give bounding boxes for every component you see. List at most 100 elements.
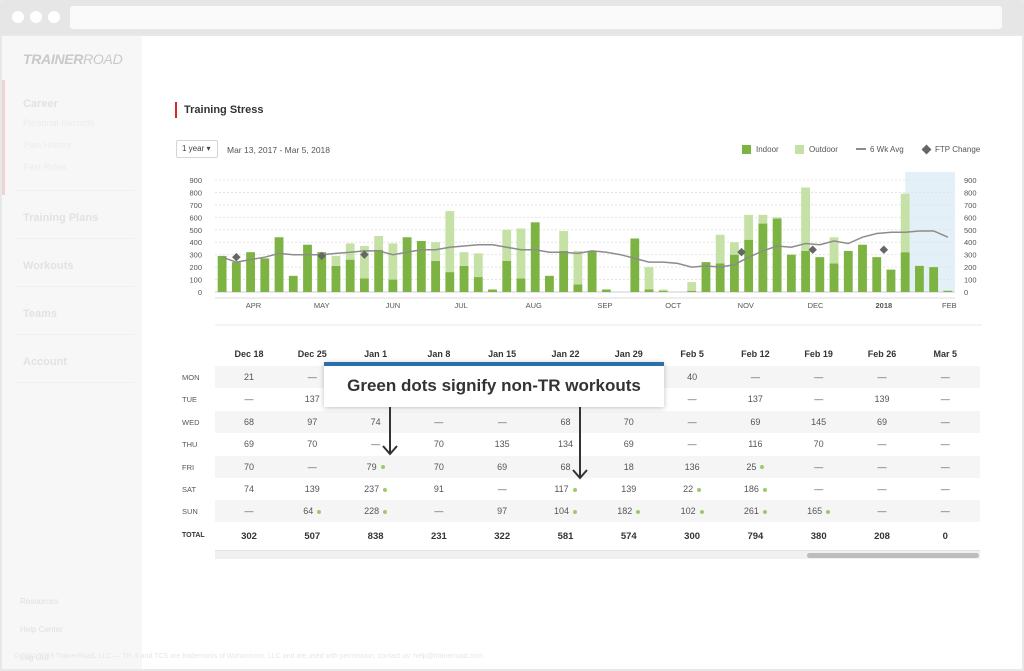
ftp-change-marker[interactable] — [317, 251, 326, 261]
table-cell[interactable]: 74 — [346, 417, 406, 427]
table-cell[interactable]: — — [725, 372, 785, 382]
table-cell[interactable]: — — [852, 506, 912, 516]
table-cell[interactable]: 134 — [536, 439, 596, 449]
table-cell[interactable]: — — [409, 417, 469, 427]
sidebar-footer-link-1[interactable]: Help Center — [20, 625, 63, 634]
sidebar-section-0[interactable]: Career — [23, 98, 58, 110]
table-cell[interactable]: — — [915, 462, 975, 472]
bar-indoor[interactable] — [801, 250, 810, 292]
bar-indoor[interactable] — [459, 265, 469, 292]
table-cell[interactable]: — — [789, 484, 849, 494]
bar-outdoor[interactable] — [516, 228, 526, 279]
table-cell[interactable]: 64 — [282, 506, 342, 516]
table-cell[interactable]: 70 — [409, 439, 469, 449]
bar-indoor[interactable] — [943, 290, 953, 292]
bar-indoor[interactable] — [260, 258, 270, 292]
bar-outdoor[interactable] — [459, 252, 469, 266]
bar-outdoor[interactable] — [715, 234, 725, 264]
scrollbar-thumb[interactable] — [807, 553, 979, 558]
table-cell[interactable]: 137 — [282, 394, 342, 404]
legend-6wk-avg[interactable]: 6 Wk Avg — [856, 143, 904, 155]
table-cell[interactable]: 574 — [599, 531, 659, 542]
table-cell[interactable]: 70 — [409, 462, 469, 472]
bar-outdoor[interactable] — [502, 229, 512, 261]
table-cell[interactable]: 25 — [725, 462, 785, 472]
sidebar-item-0-1[interactable]: Plan History — [23, 140, 72, 150]
bar-indoor[interactable] — [772, 218, 782, 292]
table-cell[interactable]: 102 — [662, 506, 722, 516]
table-cell[interactable]: 322 — [472, 531, 532, 542]
bar-outdoor[interactable] — [758, 214, 768, 224]
bar-indoor[interactable] — [416, 240, 426, 292]
bar-indoor[interactable] — [701, 262, 711, 292]
table-cell[interactable]: — — [662, 439, 722, 449]
bar-indoor[interactable] — [843, 250, 853, 292]
table-cell[interactable]: 794 — [725, 531, 785, 542]
bar-indoor[interactable] — [246, 252, 255, 292]
table-cell[interactable]: 22 — [662, 484, 722, 494]
bar-indoor[interactable] — [758, 223, 768, 292]
bar-indoor[interactable] — [516, 278, 526, 292]
sidebar-section-3[interactable]: Teams — [23, 308, 58, 320]
legend-ftp-change[interactable]: FTP Change — [921, 143, 980, 155]
bar-indoor[interactable] — [331, 265, 341, 292]
table-cell[interactable]: 838 — [346, 531, 406, 542]
table-cell[interactable]: 70 — [282, 439, 342, 449]
bar-indoor[interactable] — [900, 252, 910, 292]
bar-indoor[interactable] — [231, 262, 241, 292]
table-cell[interactable]: 74 — [219, 484, 279, 494]
bar-indoor[interactable] — [288, 275, 298, 292]
table-cell[interactable]: 302 — [219, 531, 279, 542]
table-cell[interactable]: 18 — [599, 462, 659, 472]
table-cell[interactable]: 139 — [852, 394, 912, 404]
table-cell[interactable]: — — [219, 506, 279, 516]
bar-indoor[interactable] — [530, 222, 540, 292]
address-bar[interactable] — [70, 6, 1002, 29]
table-cell[interactable]: — — [915, 439, 975, 449]
sidebar-footer-link-2[interactable]: Log Out — [20, 653, 49, 662]
table-cell[interactable]: 97 — [282, 417, 342, 427]
table-cell[interactable]: 139 — [282, 484, 342, 494]
bar-indoor[interactable] — [388, 279, 398, 292]
table-cell[interactable]: 136 — [662, 462, 722, 472]
window-minimize-dot[interactable] — [30, 11, 42, 23]
window-close-dot[interactable] — [12, 11, 24, 23]
bar-outdoor[interactable] — [658, 289, 668, 291]
table-cell[interactable]: — — [662, 394, 722, 404]
table-cell[interactable]: 69 — [852, 417, 912, 427]
bar-indoor[interactable] — [915, 265, 924, 292]
bar-indoor[interactable] — [545, 275, 554, 292]
bar-indoor[interactable] — [488, 289, 497, 292]
ftp-change-marker[interactable] — [879, 245, 889, 254]
bar-indoor[interactable] — [829, 263, 839, 292]
bar-indoor[interactable] — [730, 254, 739, 292]
sidebar-item-0-2[interactable]: Past Rides — [23, 162, 67, 172]
table-cell[interactable]: 208 — [852, 531, 912, 542]
table-cell[interactable]: — — [219, 394, 279, 404]
table-cell[interactable]: 228 — [346, 506, 406, 516]
bar-indoor[interactable] — [502, 260, 512, 292]
bar-outdoor[interactable] — [687, 282, 697, 291]
bar-indoor[interactable] — [374, 249, 384, 292]
sidebar-section-1[interactable]: Training Plans — [23, 212, 99, 224]
table-cell[interactable]: 182 — [599, 506, 659, 516]
bar-outdoor[interactable] — [374, 236, 384, 250]
table-cell[interactable]: 237 — [346, 484, 406, 494]
bar-indoor[interactable] — [744, 239, 754, 292]
legend-outdoor[interactable]: Outdoor — [795, 143, 838, 155]
table-cell[interactable]: — — [915, 372, 975, 382]
table-cell[interactable]: 69 — [599, 439, 659, 449]
table-cell[interactable]: — — [852, 372, 912, 382]
table-cell[interactable]: — — [346, 439, 406, 449]
table-cell[interactable]: — — [282, 372, 342, 382]
table-cell[interactable]: 145 — [789, 417, 849, 427]
bar-indoor[interactable] — [559, 250, 569, 292]
bar-outdoor[interactable] — [772, 217, 782, 219]
bar-outdoor[interactable] — [431, 242, 440, 261]
table-cell[interactable]: 91 — [409, 484, 469, 494]
bar-indoor[interactable] — [303, 244, 312, 292]
table-cell[interactable]: 69 — [472, 462, 532, 472]
table-cell[interactable]: 165 — [789, 506, 849, 516]
bar-outdoor[interactable] — [730, 242, 739, 255]
bar-outdoor[interactable] — [473, 253, 483, 278]
